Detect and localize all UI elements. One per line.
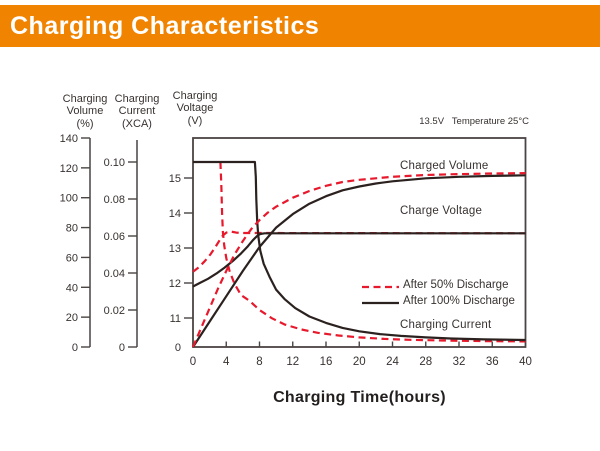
current-tick-label: 0.06 <box>104 231 125 243</box>
current-tick-label: 0 <box>119 342 125 354</box>
charging-current-after-100-curve <box>193 160 526 342</box>
volume-tick-label: 40 <box>66 282 78 294</box>
volume-tick-label: 80 <box>66 223 78 235</box>
axis-title-line: Voltage <box>176 101 214 114</box>
voltage-tick-label: 14 <box>169 208 181 220</box>
x-tick-label: 20 <box>353 356 366 368</box>
current-tick-label: 0.02 <box>104 305 125 317</box>
x-tick-label: 4 <box>223 356 230 368</box>
x-tick-label: 12 <box>286 356 299 368</box>
axis-title-line: Charging <box>172 90 218 102</box>
x-axis-title: Charging Time(hours) <box>273 389 446 406</box>
voltage-tick-label: 12 <box>169 278 181 290</box>
page-title: Charging Characteristics <box>10 11 320 40</box>
current-tick-label: 0.10 <box>104 157 125 169</box>
axis-unit-current: (XCA) <box>122 118 152 130</box>
voltage-tick-label: 11 <box>170 313 181 325</box>
x-tick-label: 8 <box>256 356 262 368</box>
axis-title-line: Charging <box>114 93 160 105</box>
volume-tick-label: 60 <box>66 252 78 264</box>
volume-tick-label: 100 <box>60 193 78 205</box>
current-tick-label: 0.08 <box>104 194 125 206</box>
current-tick-label: 0.04 <box>104 268 125 280</box>
charged-volume-after-100-curve <box>192 174 526 348</box>
axis-title-line: Charging <box>62 93 108 105</box>
charged-volume-label: Charged Volume <box>400 160 489 172</box>
volume-tick-label: 0 <box>72 342 78 354</box>
charge-voltage-after-50-curve <box>192 230 526 273</box>
legend-label-after-50-discharge: After 50% Discharge <box>403 279 509 291</box>
x-tick-label: 24 <box>386 356 399 368</box>
charge-voltage-label: Charge Voltage <box>400 205 483 217</box>
axis-title-line: Current <box>118 104 156 117</box>
axis-title-charging-current: Charging Current (XCA) <box>101 93 173 131</box>
charged-volume-after-50-curve <box>191 172 526 348</box>
x-tick-label: 16 <box>320 356 333 368</box>
header-bar: Charging Characteristics <box>0 5 600 47</box>
volume-tick-label: 20 <box>66 312 78 324</box>
axis-unit-voltage: (V) <box>187 115 203 127</box>
axis-title-charging-voltage: Charging Voltage (V) <box>159 90 231 128</box>
x-tick-label: 40 <box>519 356 532 368</box>
legend-label-after-100-discharge: After 100% Discharge <box>403 295 515 307</box>
voltage-tick-label: 13 <box>169 243 181 255</box>
charging-current-label: Charging Current <box>400 319 492 331</box>
voltage-tick-label: 0 <box>175 342 181 354</box>
volume-tick-label: 140 <box>60 133 78 145</box>
axis-title-line: Volume <box>66 104 104 117</box>
x-tick-label: 28 <box>419 356 432 368</box>
condition-annotation: 13.5V Temperature 25°C <box>419 116 529 127</box>
x-tick-label: 0 <box>190 356 196 368</box>
volume-tick-label: 120 <box>60 163 78 175</box>
x-tick-label: 36 <box>486 356 499 368</box>
axis-unit-volume: (%) <box>76 118 94 130</box>
voltage-tick-label: 15 <box>169 173 181 185</box>
charge-voltage-after-100-curve <box>192 232 526 288</box>
charging-current-after-50-curve <box>219 161 526 343</box>
axis-title-charging-volume: Charging Volume (%) <box>49 93 121 131</box>
x-tick-label: 32 <box>453 356 466 368</box>
